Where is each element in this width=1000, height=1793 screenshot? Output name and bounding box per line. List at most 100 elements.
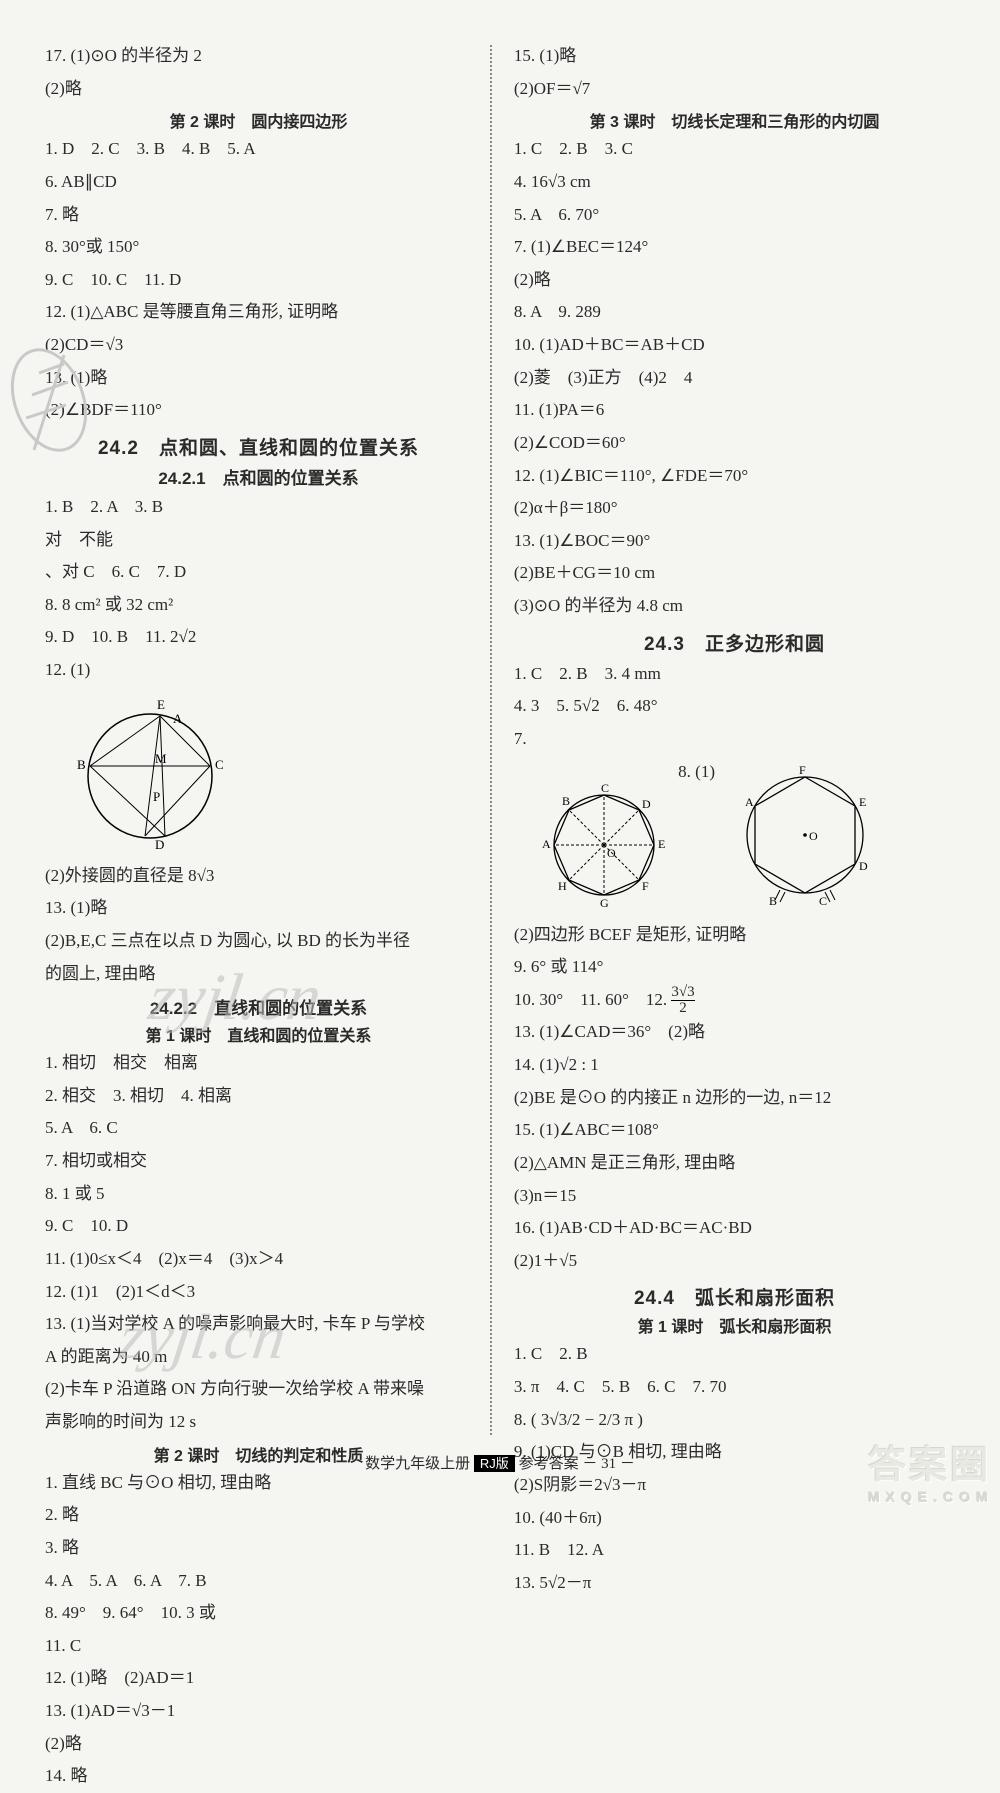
ans-line: 13. (1)AD＝√3－1: [45, 1695, 472, 1728]
svg-text:P: P: [153, 789, 160, 804]
ans-line: (2)1＋√5: [514, 1245, 955, 1278]
svg-text:B: B: [562, 794, 570, 808]
ans-line: (2)略: [45, 1728, 472, 1761]
leaf-watermark: [4, 340, 94, 490]
ans-line: 11. (1)0≤x＜4 (2)x＝4 (3)x＞4: [45, 1243, 472, 1276]
svg-text:F: F: [799, 763, 806, 777]
watermark-corner-text: 答案圈: [868, 1445, 991, 1487]
subsection-heading: 24.2.2 直线和圆的位置关系: [45, 994, 472, 1019]
section-heading: 24.2 点和圆、直线和圆的位置关系: [45, 433, 472, 460]
ans-line: 1. D 2. C 3. B 4. B 5. A: [45, 133, 472, 166]
ans-line: 10. (40＋6π): [514, 1502, 955, 1535]
ans-line: 5. A 6. 70°: [514, 199, 955, 232]
ans-line: 4. 16√3 cm: [514, 166, 955, 199]
ans-line: 9. C 10. D: [45, 1210, 472, 1243]
ans-line: (2)△AMN 是正三角形, 理由略: [514, 1147, 955, 1180]
ans-line: 12. (1): [45, 654, 472, 687]
ans-line: (2)外接圆的直径是 8√3: [45, 860, 472, 893]
page-footer: 数学九年级上册 RJ版 参考答案 － 31 －: [45, 1452, 955, 1473]
ans-line: 8. 49° 9. 64° 10. 3 或: [45, 1597, 472, 1630]
ans-line: 1. C 2. B 3. C: [514, 133, 955, 166]
period-heading: 第 1 课时 弧长和扇形面积: [514, 1313, 955, 1337]
ans-line: 8. ( 3√3/2 − 2/3 π ): [514, 1404, 955, 1437]
ans-line: 8. 30°或 150°: [45, 231, 472, 264]
svg-text:E: E: [859, 795, 866, 809]
ans-line: (2)CD＝√3: [45, 329, 472, 362]
ans-line: 3. 略: [45, 1532, 472, 1565]
watermark-corner-sub: MXQE.COM: [868, 1489, 994, 1505]
ans-line: 8. 8 cm² 或 32 cm²: [45, 589, 472, 622]
ans-line: (2)BE＋CG＝10 cm: [514, 557, 955, 590]
period-heading: 第 1 课时 直线和圆的位置关系: [45, 1022, 472, 1046]
ans-line: 13. (1)∠CAD＝36° (2)略: [514, 1016, 955, 1049]
svg-text:H: H: [558, 879, 567, 893]
ans-line: 、对 C 6. C 7. D: [45, 556, 472, 589]
watermark-corner: 答案圈 MXQE.COM: [868, 1434, 994, 1505]
svg-text:E: E: [157, 697, 165, 712]
ans-line: 13. (1)当对学校 A 的噪声影响最大时, 卡车 P 与学校: [45, 1308, 472, 1341]
ans-line: 的圆上, 理由略: [45, 958, 472, 991]
ans-line: 11. (1)PA＝6: [514, 394, 955, 427]
ans-line: A 的距离为 40 m: [45, 1341, 472, 1374]
ans-line: (3)⊙O 的半径为 4.8 cm: [514, 590, 955, 623]
ans-line: 12. (1)1 (2)1＜d＜3: [45, 1276, 472, 1309]
ans-line: (2)α＋β＝180°: [514, 492, 955, 525]
svg-text:A: A: [542, 837, 551, 851]
ans-line: 12. (1)略 (2)AD＝1: [45, 1662, 472, 1695]
svg-text:A: A: [173, 711, 183, 726]
ans-line: 9. 6° 或 114°: [514, 951, 955, 984]
svg-text:E: E: [658, 837, 665, 851]
ans-line: 2. 相交 3. 相切 4. 相离: [45, 1080, 472, 1113]
svg-text:G: G: [600, 896, 609, 910]
ans-line: (2)菱 (3)正方 (4)2 4: [514, 362, 955, 395]
ans-line: 15. (1)略: [514, 40, 955, 73]
ans-line: (2)∠BDF＝110°: [45, 394, 472, 427]
svg-text:C: C: [819, 894, 827, 908]
ans-line: 5. A 6. C: [45, 1112, 472, 1145]
ans-line: 13. (1)∠BOC＝90°: [514, 525, 955, 558]
footer-subject: 数学九年级上册: [365, 1456, 470, 1472]
ans-line: 1. 相切 相交 相离: [45, 1047, 472, 1080]
section-heading: 24.3 正多边形和圆: [514, 629, 955, 656]
left-column: 17. (1)⊙O 的半径为 2 (2)略 第 2 课时 圆内接四边形 1. D…: [45, 40, 490, 1440]
svg-text:A: A: [745, 795, 754, 809]
ans-line: 16. (1)AB·CD＋AD·BC＝AC·BD: [514, 1212, 955, 1245]
svg-text:C: C: [215, 757, 224, 772]
ans-line: 8. A 9. 289: [514, 296, 955, 329]
svg-text:B: B: [77, 757, 86, 772]
ans-line: 1. B 2. A 3. B: [45, 491, 472, 524]
footer-edition: RJ版: [474, 1455, 515, 1472]
ans-text: 10. 30° 11. 60° 12.: [514, 990, 671, 1009]
ans-line: 13. (1)略: [45, 892, 472, 925]
ans-line: 15. (1)∠ABC＝108°: [514, 1114, 955, 1147]
ans-line: 7. 相切或相交: [45, 1145, 472, 1178]
footer-page: － 31 －: [582, 1456, 635, 1472]
right-column: 15. (1)略 (2)OF＝√7 第 3 课时 切线长定理和三角形的内切圆 1…: [492, 40, 955, 1440]
period-heading: 第 2 课时 圆内接四边形: [45, 108, 472, 132]
ans-line: 13. (1)略: [45, 362, 472, 395]
ans-line: (2)∠COD＝60°: [514, 427, 955, 460]
ans-line: (2)卡车 P 沿道路 ON 方向行驶一次给学校 A 带来噪: [45, 1373, 472, 1406]
octagon-diagram: BCD EFG HAO: [534, 780, 674, 910]
ans-line: (2)BE 是⊙O 的内接正 n 边形的一边, n＝12: [514, 1082, 955, 1115]
svg-text:O: O: [809, 829, 818, 843]
subsection-heading: 24.2.1 点和圆的位置关系: [45, 464, 472, 489]
ans-line: 7.: [514, 723, 955, 756]
ans-line: 4. 3 5. 5√2 6. 48°: [514, 690, 955, 723]
period-heading: 第 3 课时 切线长定理和三角形的内切圆: [514, 108, 955, 132]
svg-text:D: D: [155, 837, 164, 851]
svg-text:F: F: [642, 879, 649, 893]
ans-line: 10. (1)AD＋BC＝AB＋CD: [514, 329, 955, 362]
ans-line: 14. (1)√2 : 1: [514, 1049, 955, 1082]
ans-line: 11. B 12. A: [514, 1534, 955, 1567]
ans-line: 10. 30° 11. 60° 12. 3√3 2: [514, 984, 955, 1017]
footer-section: 参考答案: [519, 1456, 579, 1472]
ans-line: 8. 1 或 5: [45, 1178, 472, 1211]
ans-line: (2)OF＝√7: [514, 73, 955, 106]
ans-line: 12. (1)△ABC 是等腰直角三角形, 证明略: [45, 296, 472, 329]
ans-line: 2. 略: [45, 1499, 472, 1532]
svg-text:D: D: [642, 797, 651, 811]
ans-line: (2)略: [514, 264, 955, 297]
ans-line: 13. 5√2－π: [514, 1567, 955, 1600]
svg-text:D: D: [859, 859, 868, 873]
